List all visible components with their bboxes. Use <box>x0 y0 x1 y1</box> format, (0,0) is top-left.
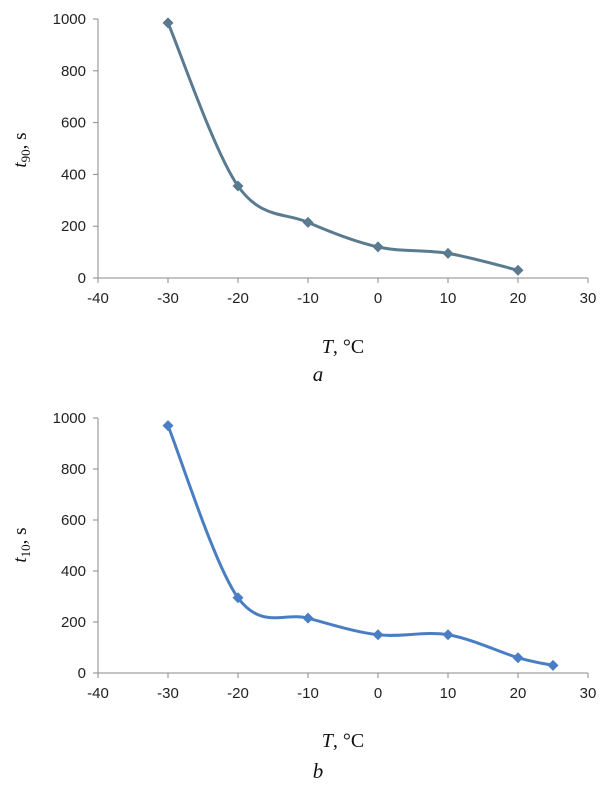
series-line <box>166 21 520 272</box>
x-tick-label: -20 <box>227 290 249 307</box>
y-tick-label: 600 <box>61 115 86 132</box>
x-tick-label: -40 <box>87 290 109 307</box>
y-tick-label: 200 <box>61 614 86 631</box>
x-tick-label: -10 <box>297 290 319 307</box>
x-tick-label: 20 <box>510 685 527 702</box>
data-point-marker <box>302 612 314 624</box>
series-line <box>166 424 555 667</box>
chart-panel-a: 0 200 400 600 800 1000 -40 -30 -20 -10 0 10 20 30 t90,… <box>10 11 596 386</box>
data-point-marker <box>512 652 524 664</box>
data-point-marker <box>442 247 454 259</box>
x-tick-label: 30 <box>580 685 597 702</box>
x-tick-label: 30 <box>580 290 597 307</box>
y-axis-label: t10, s <box>10 527 33 562</box>
data-point-marker <box>512 264 524 276</box>
data-point-marker <box>232 592 244 604</box>
x-tick-label: 10 <box>440 685 457 702</box>
data-point-marker <box>442 629 454 641</box>
y-tick-label: 400 <box>61 166 86 183</box>
y-axis-label: t90, s <box>10 132 33 167</box>
x-axis-label: T, °C <box>322 336 364 358</box>
panel-label: a <box>313 362 324 386</box>
x-tick-label: -30 <box>157 685 179 702</box>
chart-panel-b: 0 200 400 600 800 1000 -40 -30 -20 -10 0 10 20 30 t10,… <box>10 410 596 783</box>
x-tick-label: 0 <box>374 290 382 307</box>
y-tick-label: 1000 <box>53 410 86 427</box>
y-tick-label: 1000 <box>53 11 86 28</box>
x-tick-label: -30 <box>157 290 179 307</box>
x-tick-label: -40 <box>87 685 109 702</box>
y-tick-label: 200 <box>61 218 86 235</box>
data-point-marker <box>372 629 384 641</box>
data-point-marker <box>372 241 384 253</box>
data-point-marker <box>162 420 174 432</box>
y-tick-label: 400 <box>61 563 86 580</box>
x-tick-label: 0 <box>374 685 382 702</box>
y-tick-label: 0 <box>78 270 86 287</box>
y-tick-label: 800 <box>61 461 86 478</box>
data-point-marker <box>547 659 559 671</box>
data-point-marker <box>302 216 314 228</box>
x-axis-label: T, °C <box>322 730 364 752</box>
y-tick-label: 600 <box>61 512 86 529</box>
panel-label: b <box>313 759 324 783</box>
x-tick-label: -10 <box>297 685 319 702</box>
data-point-marker <box>162 17 174 29</box>
x-tick-label: 10 <box>440 290 457 307</box>
x-tick-label: 20 <box>510 290 527 307</box>
x-tick-label: -20 <box>227 685 249 702</box>
data-point-marker <box>232 180 244 192</box>
y-tick-label: 0 <box>78 665 86 682</box>
y-tick-label: 800 <box>61 63 86 80</box>
